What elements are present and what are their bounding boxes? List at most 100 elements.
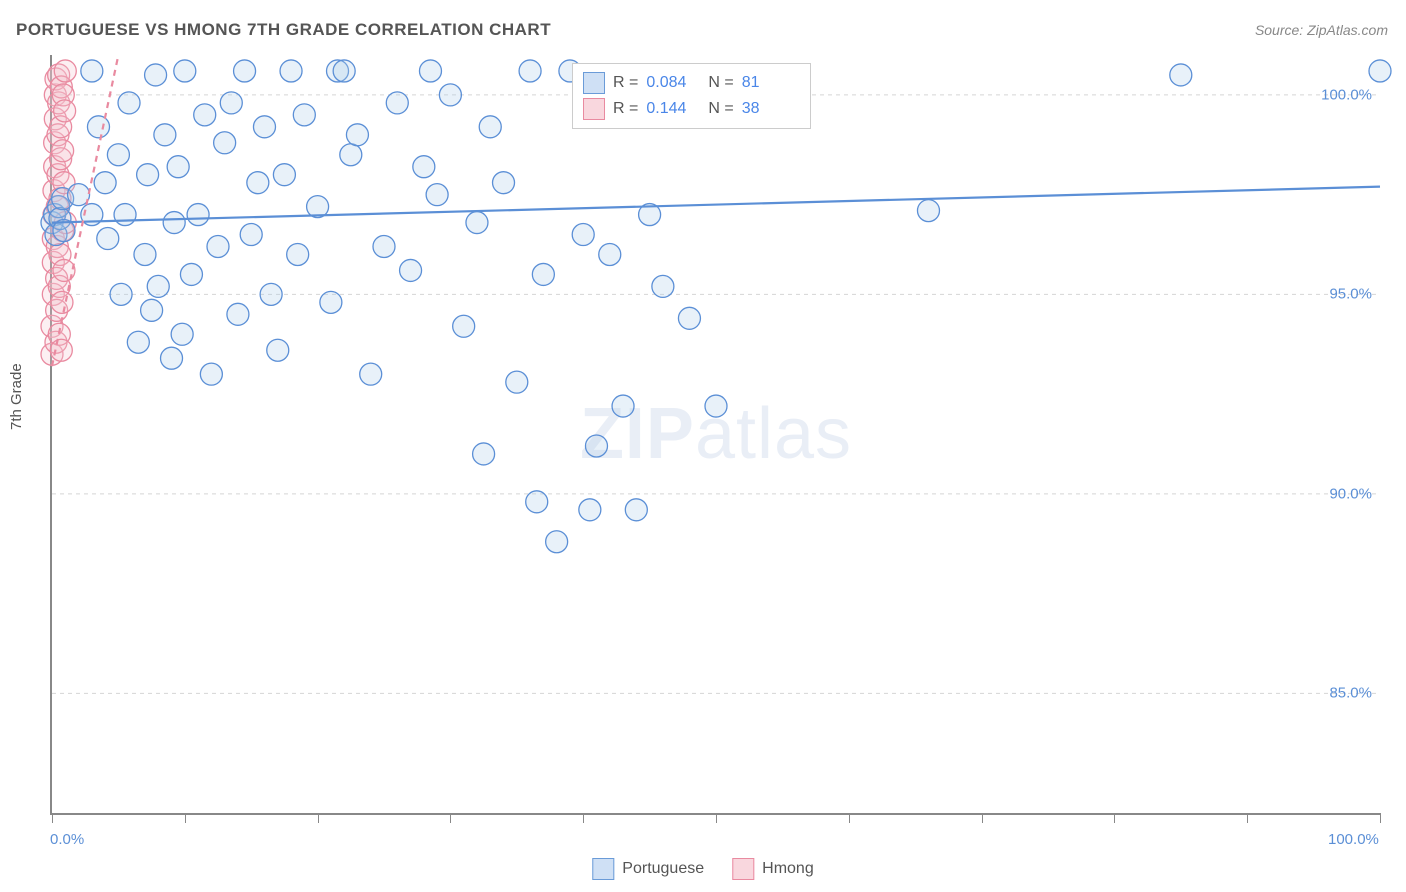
data-point bbox=[145, 64, 167, 86]
data-point bbox=[214, 132, 236, 154]
data-point bbox=[479, 116, 501, 138]
data-point bbox=[373, 235, 395, 257]
x-tick bbox=[716, 813, 717, 823]
legend-label-portuguese: Portuguese bbox=[622, 860, 704, 878]
x-tick bbox=[1114, 813, 1115, 823]
data-point bbox=[87, 116, 109, 138]
y-tick-label: 95.0% bbox=[1329, 286, 1372, 303]
x-tick bbox=[1380, 813, 1381, 823]
data-point bbox=[273, 164, 295, 186]
n-label: N = bbox=[708, 74, 733, 92]
r-value-hmong: 0.144 bbox=[646, 100, 700, 118]
data-point bbox=[127, 331, 149, 353]
data-point bbox=[426, 184, 448, 206]
x-tick bbox=[982, 813, 983, 823]
legend-swatch-hmong bbox=[583, 98, 605, 120]
source-label: Source: ZipAtlas.com bbox=[1255, 22, 1388, 38]
plot-area: ZIPatlas R = 0.084 N = 81 R = 0.144 N = … bbox=[50, 55, 1380, 815]
data-point bbox=[54, 60, 76, 82]
data-point bbox=[678, 307, 700, 329]
data-point bbox=[360, 363, 382, 385]
data-point bbox=[346, 124, 368, 146]
n-value-portuguese: 81 bbox=[742, 74, 796, 92]
data-point bbox=[466, 212, 488, 234]
data-point bbox=[386, 92, 408, 114]
legend-swatch-hmong-icon bbox=[732, 858, 754, 880]
data-point bbox=[137, 164, 159, 186]
data-point bbox=[532, 263, 554, 285]
data-point bbox=[599, 243, 621, 265]
x-tick bbox=[52, 813, 53, 823]
x-tick bbox=[318, 813, 319, 823]
data-point bbox=[1170, 64, 1192, 86]
data-point bbox=[180, 263, 202, 285]
data-point bbox=[439, 84, 461, 106]
data-point bbox=[585, 435, 607, 457]
data-point bbox=[200, 363, 222, 385]
data-point bbox=[705, 395, 727, 417]
data-point bbox=[519, 60, 541, 82]
data-point bbox=[51, 291, 73, 313]
data-point bbox=[194, 104, 216, 126]
r-label: R = bbox=[613, 74, 638, 92]
data-point bbox=[94, 172, 116, 194]
data-point bbox=[141, 299, 163, 321]
data-point bbox=[413, 156, 435, 178]
data-point bbox=[546, 531, 568, 553]
data-point bbox=[333, 60, 355, 82]
data-point bbox=[612, 395, 634, 417]
data-point bbox=[453, 315, 475, 337]
data-point bbox=[167, 156, 189, 178]
data-point bbox=[400, 259, 422, 281]
n-label: N = bbox=[708, 100, 733, 118]
x-tick bbox=[1247, 813, 1248, 823]
legend-stats: R = 0.084 N = 81 R = 0.144 N = 38 bbox=[572, 63, 811, 129]
legend-item-hmong: Hmong bbox=[732, 858, 814, 880]
data-point bbox=[187, 204, 209, 226]
data-point bbox=[207, 235, 229, 257]
data-point bbox=[340, 144, 362, 166]
data-point bbox=[267, 339, 289, 361]
x-tick-label: 100.0% bbox=[1328, 831, 1379, 848]
data-point bbox=[171, 323, 193, 345]
chart-title: PORTUGUESE VS HMONG 7TH GRADE CORRELATIO… bbox=[16, 20, 551, 40]
data-point bbox=[97, 228, 119, 250]
data-point bbox=[227, 303, 249, 325]
data-point bbox=[625, 499, 647, 521]
x-tick bbox=[849, 813, 850, 823]
data-point bbox=[473, 443, 495, 465]
data-point bbox=[161, 347, 183, 369]
data-point bbox=[493, 172, 515, 194]
data-point bbox=[917, 200, 939, 222]
r-value-portuguese: 0.084 bbox=[646, 74, 700, 92]
data-point bbox=[506, 371, 528, 393]
data-point bbox=[50, 339, 72, 361]
r-label: R = bbox=[613, 100, 638, 118]
y-tick-label: 100.0% bbox=[1321, 86, 1372, 103]
data-point bbox=[118, 92, 140, 114]
chart-container: PORTUGUESE VS HMONG 7TH GRADE CORRELATIO… bbox=[0, 0, 1406, 892]
legend-label-hmong: Hmong bbox=[762, 860, 814, 878]
data-point bbox=[320, 291, 342, 313]
legend-stats-row-portuguese: R = 0.084 N = 81 bbox=[583, 70, 796, 96]
data-point bbox=[134, 243, 156, 265]
legend-series: Portuguese Hmong bbox=[592, 858, 813, 880]
data-point bbox=[419, 60, 441, 82]
legend-swatch-portuguese-icon bbox=[592, 858, 614, 880]
y-axis-label: 7th Grade bbox=[8, 363, 25, 430]
data-point bbox=[234, 60, 256, 82]
data-point bbox=[114, 204, 136, 226]
data-point bbox=[220, 92, 242, 114]
data-point bbox=[280, 60, 302, 82]
data-point bbox=[287, 243, 309, 265]
data-point bbox=[54, 100, 76, 122]
data-point bbox=[247, 172, 269, 194]
data-point bbox=[154, 124, 176, 146]
data-point bbox=[293, 104, 315, 126]
data-point bbox=[110, 283, 132, 305]
data-point bbox=[81, 60, 103, 82]
data-point bbox=[240, 224, 262, 246]
data-point bbox=[107, 144, 129, 166]
data-point bbox=[1369, 60, 1391, 82]
data-point bbox=[163, 212, 185, 234]
